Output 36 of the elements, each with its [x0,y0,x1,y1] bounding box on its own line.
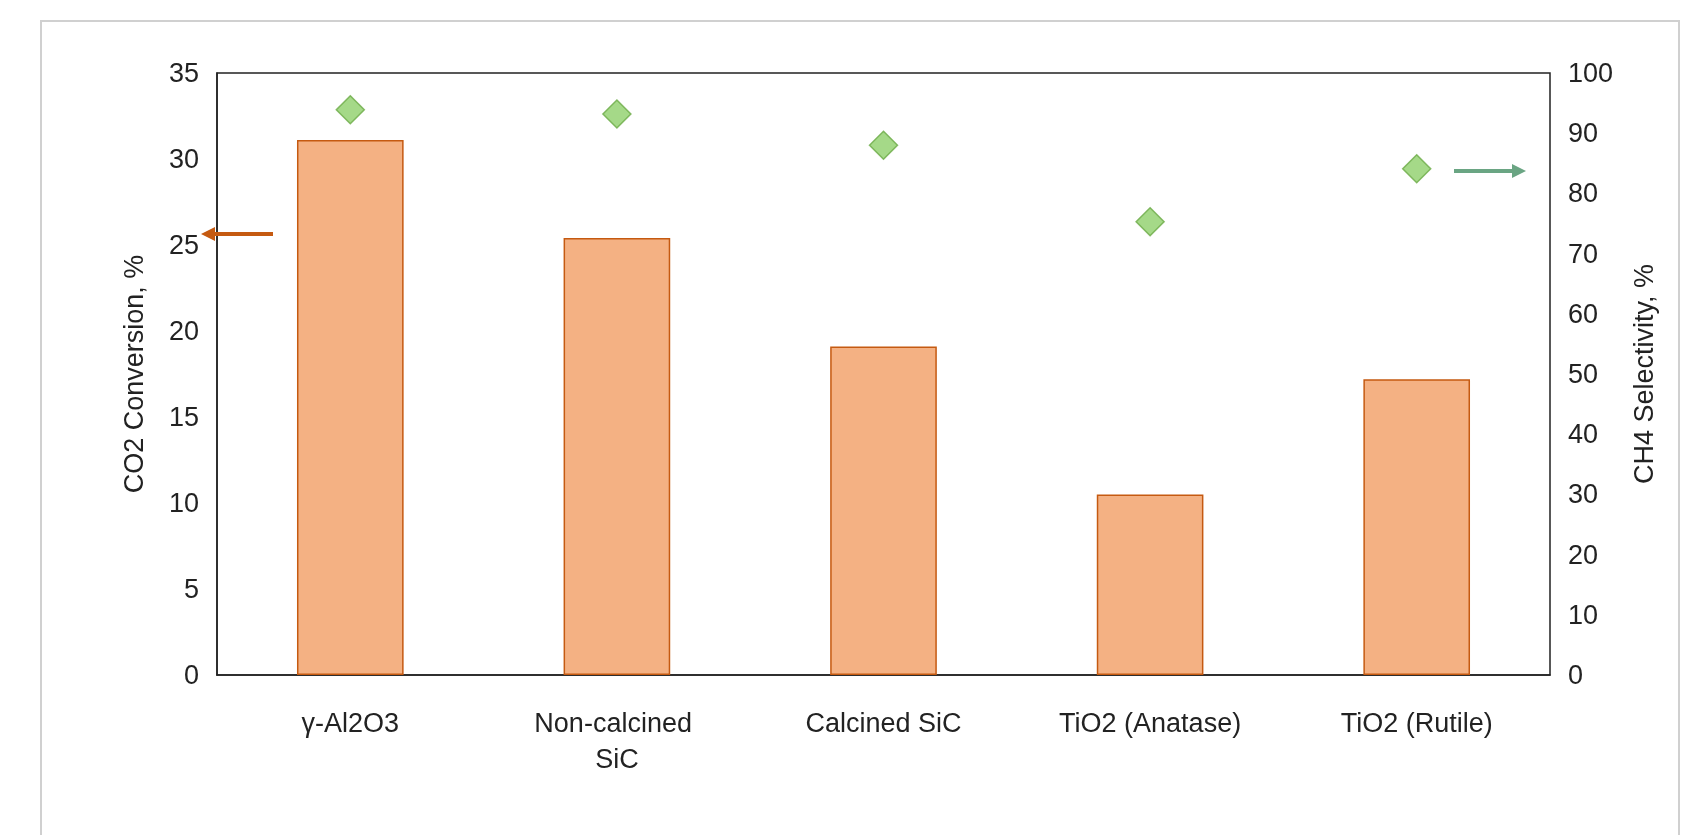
y2-tick-label: 90 [1568,118,1599,149]
x-tick-label: TiO2 (Anatase) [1059,708,1242,738]
bar [296,140,404,675]
y2-tick-label: 30 [1568,479,1599,510]
x-tick-label: γ-Al2O3 [301,708,400,738]
y-tick-label: 5 [183,574,199,604]
point [602,99,632,129]
bar [563,238,671,675]
y2-tick-label: 20 [1568,539,1599,570]
y-tick-label: 20 [168,316,199,346]
y-axis-title: CO2 Conversion, % [118,254,149,494]
y-tick-label: 15 [168,402,199,432]
bar [1363,379,1471,675]
point [1401,153,1432,184]
y2-tick-label: 50 [1568,359,1599,389]
y-tick-label: 10 [168,488,199,518]
bar [830,346,937,675]
point [868,130,899,160]
y2-tick-label: 70 [1568,238,1599,269]
point [1135,206,1165,237]
x-tick-label: Calcined SiC [805,708,962,738]
x-tick-label: TiO2 (Rutile) [1340,708,1493,738]
y-tick-label: 35 [168,58,199,88]
y2-tick-label: 80 [1568,178,1599,209]
y2-tick-label: 10 [1568,599,1599,630]
y2-axis-title: CH4 Selectivity, % [1628,263,1659,485]
bar [1096,494,1204,675]
y-tick-label: 30 [168,144,199,174]
y2-tick-label: 0 [1568,660,1584,690]
point [335,94,366,125]
x-tick-label: Non-calcined SiC [534,708,700,774]
y2-tick-label: 40 [1568,419,1599,450]
y-tick-label: 0 [183,660,199,690]
y2-tick-label: 100 [1568,58,1614,88]
y2-tick-label: 60 [1568,298,1599,329]
y-tick-label: 25 [168,230,199,260]
